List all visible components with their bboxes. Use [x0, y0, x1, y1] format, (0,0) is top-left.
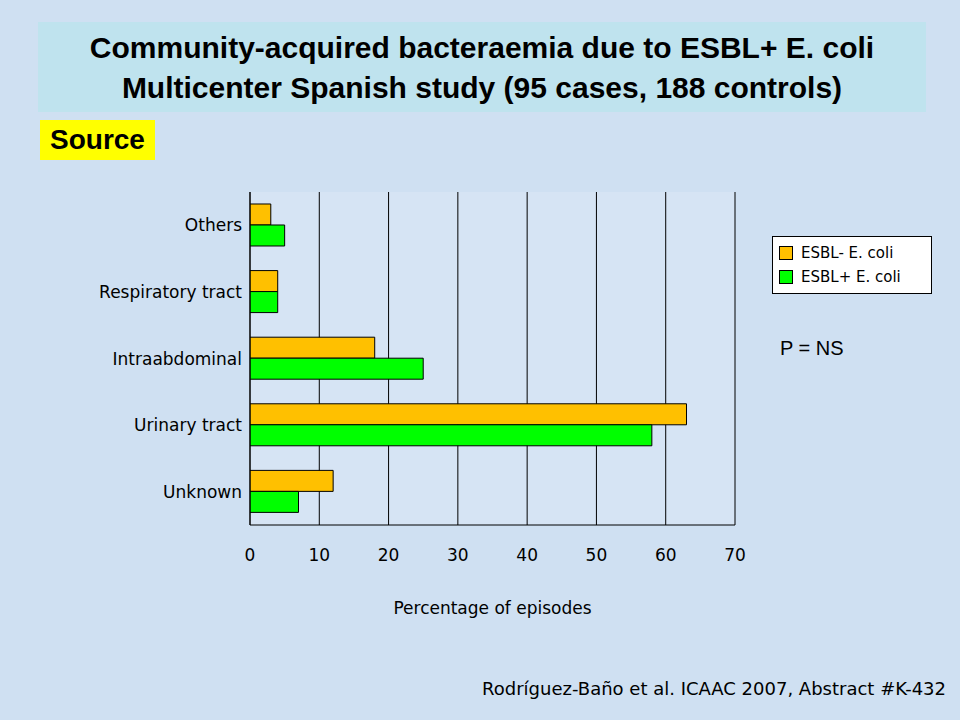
- svg-text:Unknown: Unknown: [163, 482, 242, 502]
- html-text:P = NS: P = NS: [780, 337, 844, 359]
- svg-text:20: 20: [378, 545, 400, 565]
- html-text:Rodríguez-Baño et al. ICAAC 20: Rodríguez-Baño et al. ICAAC 2007, Abstra…: [482, 678, 946, 699]
- html-text:Percentage of episodes: Percentage of episodes: [393, 598, 592, 618]
- html-text:ESBL+ E. coli: ESBL+ E. coli: [801, 268, 901, 286]
- svg-text:60: 60: [655, 545, 677, 565]
- svg-text:40: 40: [516, 545, 538, 565]
- svg-text:50: 50: [586, 545, 608, 565]
- html-text:Community-acquired bacteraemia: Community-acquired bacteraemia due to ES…: [89, 31, 875, 64]
- html-text:ESBL- E. coli: ESBL- E. coli: [801, 244, 894, 262]
- svg-text:Intraabdominal: Intraabdominal: [113, 349, 242, 369]
- svg-text:70: 70: [724, 545, 746, 565]
- svg-text:Respiratory tract: Respiratory tract: [99, 282, 242, 302]
- svg-text:30: 30: [447, 545, 469, 565]
- svg-text:Others: Others: [185, 215, 242, 235]
- svg-text:10: 10: [308, 545, 330, 565]
- html-text:Multicenter Spanish study (95: Multicenter Spanish study (95 cases, 188…: [121, 71, 843, 104]
- html-text:Source: Source: [50, 124, 145, 155]
- svg-text:0: 0: [245, 545, 256, 565]
- svg-text:Urinary tract: Urinary tract: [134, 415, 242, 435]
